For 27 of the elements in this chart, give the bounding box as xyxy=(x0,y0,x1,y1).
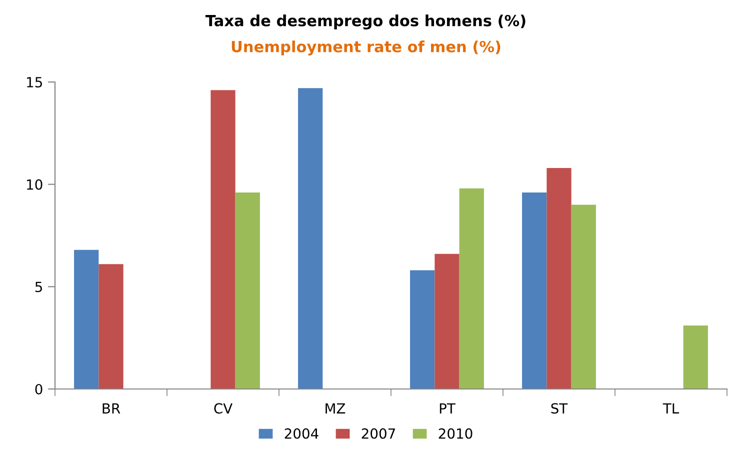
y-tick-label: 0 xyxy=(35,384,42,394)
bar xyxy=(459,188,484,389)
bar xyxy=(98,264,124,389)
bar xyxy=(522,192,547,389)
y-tick-label: 5 xyxy=(35,282,42,292)
bar xyxy=(210,90,236,389)
bar xyxy=(298,88,323,389)
x-tick-label: CV xyxy=(214,403,232,414)
x-tick-label: MZ xyxy=(326,403,346,414)
bar xyxy=(683,326,708,389)
bar xyxy=(410,270,435,389)
bar xyxy=(74,250,99,389)
y-tick-label: 15 xyxy=(27,77,42,88)
x-tick-label: PT xyxy=(440,403,456,414)
chart-subtitle: Unemployment rate of men (%) xyxy=(232,40,500,56)
y-tick-label: 10 xyxy=(27,179,42,190)
legend-label: 2004 xyxy=(284,428,318,439)
x-tick-label: ST xyxy=(551,403,568,414)
x-tick-label: BR xyxy=(102,403,120,414)
legend-label: 2010 xyxy=(438,428,472,439)
bar xyxy=(546,168,572,389)
legend-label: 2007 xyxy=(362,428,395,439)
chart-title: Taxa de desemprego dos homens (%) xyxy=(205,14,526,30)
bar xyxy=(434,254,460,389)
bar xyxy=(571,204,596,389)
bar xyxy=(235,192,260,389)
x-tick-label: TL xyxy=(662,403,680,414)
